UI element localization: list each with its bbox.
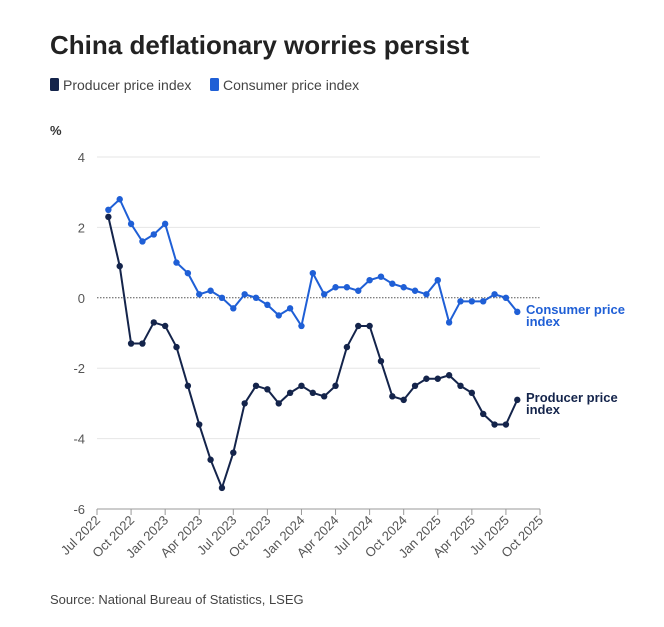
y-tick-label: 2 — [78, 220, 85, 235]
point — [355, 287, 362, 294]
y-tick-label: 0 — [78, 291, 85, 306]
point — [184, 269, 192, 277]
point — [411, 382, 419, 389]
point — [252, 294, 260, 301]
series-line — [107, 216, 519, 491]
point — [127, 220, 135, 228]
point — [264, 301, 271, 309]
point — [502, 294, 510, 301]
point — [343, 343, 351, 351]
point — [116, 196, 123, 203]
point — [264, 386, 271, 393]
point — [343, 284, 351, 291]
point — [468, 389, 476, 397]
legend-label: Consumer price index — [223, 77, 359, 93]
point — [150, 231, 157, 238]
point — [127, 340, 135, 347]
point — [434, 375, 441, 382]
point — [366, 322, 373, 330]
chart-title: China deflationary worries persist — [50, 30, 469, 60]
point — [173, 343, 180, 351]
point — [298, 382, 305, 389]
point — [150, 319, 157, 326]
series-line — [107, 197, 519, 329]
point — [241, 400, 248, 407]
point — [275, 400, 282, 407]
point — [298, 322, 305, 330]
point — [445, 372, 453, 379]
y-tick-label: -6 — [73, 502, 85, 517]
point — [332, 382, 339, 389]
legend-swatch — [50, 78, 59, 91]
y-tick-label: -4 — [73, 432, 85, 447]
point — [480, 410, 487, 418]
point — [514, 396, 521, 404]
point — [423, 375, 430, 382]
point — [502, 421, 510, 428]
point — [252, 382, 260, 389]
point — [139, 340, 146, 347]
source: Source: National Bureau of Statistics, L… — [50, 592, 304, 607]
point — [400, 396, 407, 404]
point — [400, 284, 407, 291]
point — [230, 449, 237, 456]
point — [320, 393, 328, 400]
point — [445, 319, 453, 326]
point — [139, 238, 146, 245]
point — [196, 291, 203, 298]
point — [207, 287, 214, 294]
end-label: Consumer price index — [526, 302, 625, 329]
point — [377, 357, 385, 365]
point — [366, 277, 373, 284]
point — [218, 294, 226, 301]
point — [514, 308, 521, 316]
point — [161, 220, 169, 228]
y-tick-label: -2 — [73, 361, 85, 376]
point — [286, 389, 294, 397]
point — [434, 277, 441, 284]
legend-label: Producer price index — [63, 77, 191, 93]
point — [241, 291, 248, 298]
point — [389, 393, 396, 400]
point — [468, 298, 476, 305]
y-tick-label: 4 — [78, 150, 85, 165]
point — [184, 382, 192, 389]
point — [116, 262, 123, 270]
point — [275, 312, 282, 319]
point — [105, 213, 112, 221]
point — [457, 298, 464, 305]
point — [161, 322, 169, 330]
point — [491, 291, 498, 298]
point — [105, 206, 112, 213]
point — [309, 269, 317, 277]
point — [218, 484, 226, 492]
point — [480, 298, 487, 305]
point — [196, 421, 203, 428]
point — [377, 273, 385, 280]
point — [173, 259, 180, 266]
point — [423, 291, 430, 298]
point — [230, 305, 237, 312]
point — [332, 284, 339, 291]
point — [309, 389, 317, 397]
point — [457, 382, 464, 389]
point — [286, 305, 294, 312]
point — [491, 421, 498, 428]
point — [207, 456, 214, 463]
point — [389, 280, 396, 287]
point — [411, 287, 419, 294]
y-axis-label: % — [50, 123, 62, 138]
point — [355, 322, 362, 330]
end-label: Producer price index — [526, 390, 618, 417]
point — [320, 291, 328, 298]
legend-swatch — [210, 78, 219, 91]
